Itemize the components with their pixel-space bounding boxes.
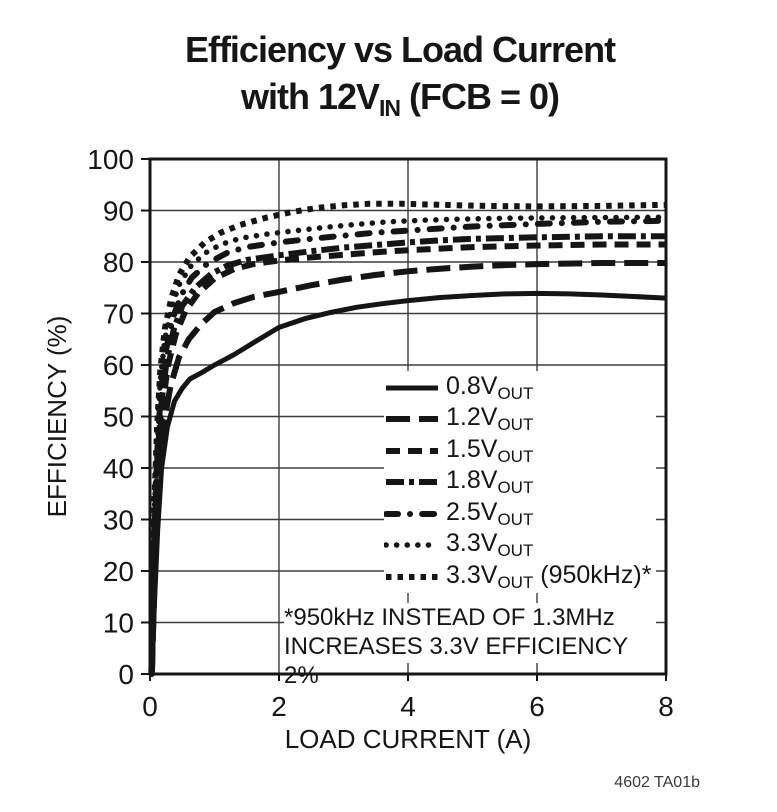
x-tick-label: 6 [529,691,545,722]
legend-label: 2.5VOUT [446,497,534,529]
series-line-1.8VOUT [148,233,666,675]
legend-item: 1.5VOUT [384,434,656,466]
y-tick-label: 60 [103,350,134,381]
legend-label: 3.3VOUT (950kHz)* [446,560,652,592]
y-tick-label: 80 [103,247,134,278]
legend-line-sample [386,573,438,580]
x-tick-label: 2 [271,691,287,722]
vout-subscript: OUT [497,415,534,434]
legend-line-sample [386,385,438,390]
legend-item: 3.3VOUT (950kHz)* [384,560,656,592]
legend-item: 0.8VOUT [384,371,656,403]
plot-frame [148,157,668,676]
vin-subscript: IN [379,95,401,121]
y-tick-label: 10 [103,608,134,639]
y-tick-label: 50 [103,402,134,433]
x-axis-title: LOAD CURRENT (A) [285,724,532,754]
legend-line-sample [386,479,438,485]
y-tick-label: 30 [103,505,134,536]
x-tick-label: 0 [142,691,158,722]
chart-legend: 0.8VOUT 1.2VOUT 1.5VOUT 1.8VOUT 2.5VOUT 3.3VO… [384,371,656,593]
vout-subscript: OUT [497,383,534,403]
legend-line-sample [386,447,438,454]
series-line-1.2VOUT [148,260,666,675]
footnote-line1: *950kHz INSTEAD OF 1.3MHz [284,604,615,631]
vout-subscript: OUT [497,478,534,497]
chart-footnote: *950kHz INSTEAD OF 1.3MHz INCREASES 3.3V… [284,603,656,689]
legend-label: 0.8VOUT [446,371,534,403]
footnote-line2: INCREASES 3.3V EFFICIENCY 2% [284,633,628,689]
legend-item: 2.5VOUT [384,497,656,529]
legend-item: 3.3VOUT [384,529,656,560]
series-line-0.8VOUT [149,290,667,675]
chart-title-line1: Efficiency vs Load Current [184,29,616,70]
vout-subscript: OUT [497,572,534,592]
legend-item: 1.8VOUT [384,466,656,497]
y-axis-title: EFFICIENCY (%) [42,316,72,518]
legend-item: 1.2VOUT [384,403,656,434]
legend-label: 1.8VOUT [446,466,534,497]
y-tick-label: 90 [103,196,134,227]
legend-label: 1.5VOUT [446,434,534,466]
legend-label: 3.3VOUT [446,529,534,560]
y-tick-label: 70 [103,299,134,330]
legend-line-sample [386,416,438,422]
x-tick-label: 4 [400,691,416,722]
vout-subscript: OUT [497,446,534,466]
vout-subscript: OUT [497,509,534,529]
y-tick-label: 40 [103,453,134,484]
y-tick-label: 20 [103,556,134,587]
chart-title-line2: with 12VIN (FCB = 0) [240,76,560,121]
legend-label: 1.2VOUT [446,403,534,434]
legend-line-sample [384,542,440,548]
x-tick-label: 8 [658,691,674,722]
y-tick-label: 0 [118,659,134,690]
legend-line-sample [384,510,440,517]
vout-subscript: OUT [497,541,534,560]
y-tick-label: 100 [87,144,134,175]
figure-code: 4602 TA01b [614,774,700,791]
chart-title: Efficiency vs Load Current with 12VIN (F… [0,26,777,132]
